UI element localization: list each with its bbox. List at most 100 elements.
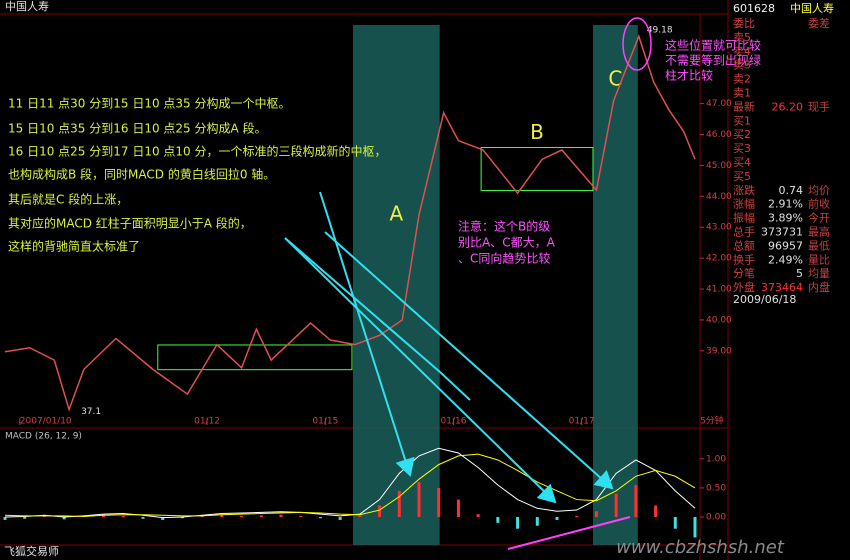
macd-bar (180, 517, 184, 519)
row-value: 2.49% (768, 253, 803, 266)
y-tick-label: 47.00 (706, 99, 732, 109)
low-price-label: 37.1 (81, 407, 101, 417)
arrow (319, 191, 415, 477)
row-label: 委比 (733, 17, 755, 30)
y-tick-label: 42.00 (706, 254, 732, 264)
arrows (284, 191, 614, 504)
row-value: 5 (796, 267, 803, 280)
macd-bar (673, 517, 677, 529)
y-tick-label: 40.00 (706, 315, 732, 325)
row-label: 涨跌 (733, 183, 755, 197)
annotation: 这样的背驰简直太标准了 (8, 239, 140, 254)
row-value: 3.89% (768, 212, 803, 225)
annotation: 也构成构成B 段，同时MACD 的黄白线回拉0 轴。 (8, 167, 275, 182)
row-value: 0.74 (779, 184, 804, 197)
macd-bar (358, 515, 362, 518)
plot: A C B 39.00 40.00 41.00 42.00 43.00 44.00 45.00 46… (3, 1, 834, 538)
macd-bar (62, 517, 66, 520)
macd-bar (259, 515, 263, 518)
row-label: 买4 (733, 156, 751, 169)
macd-bar (614, 493, 618, 518)
stock-name: 中国人寿 (790, 1, 834, 15)
price-line (4, 34, 696, 412)
macd-bar (693, 517, 697, 538)
row-label: 卖4 (733, 45, 751, 58)
macd-bar (575, 515, 579, 518)
macd-bar (299, 515, 303, 518)
arrow (284, 237, 441, 373)
segment-label: A (389, 202, 403, 226)
row-label: 前收 (808, 197, 830, 211)
macd-line (4, 447, 696, 519)
note: 这些位置就可比较 (665, 38, 761, 53)
row-label: 卖3 (733, 59, 751, 72)
macd-bar (516, 517, 520, 529)
row-label: 卖1 (733, 87, 751, 100)
row-value: 373731 (761, 226, 803, 239)
y-tick-label: 0.50 (706, 483, 726, 493)
row-label: 均量 (808, 267, 830, 280)
row-value: 26.20 (772, 100, 804, 113)
stock-code: 601628 (733, 2, 775, 15)
trend-segment (352, 25, 440, 545)
y-tick-label: 41.00 (706, 285, 732, 295)
macd-title: MACD (26, 12, 9) (5, 432, 82, 442)
x-tick-label: 2007/01/10 (20, 417, 72, 427)
macd-bar (220, 514, 224, 518)
macd-bar (535, 517, 539, 526)
row-label: 最高 (808, 225, 830, 239)
macd-bar (437, 487, 441, 518)
date: 2009/06/18 (733, 293, 796, 306)
macd-bar (476, 514, 480, 518)
high-price-label: 49.18 (647, 26, 673, 36)
watermark: www.cbzhshsh.net (616, 537, 785, 558)
stock-title: 中国人寿 (5, 0, 49, 13)
highlight-oval (622, 17, 652, 71)
row-label: 分笔 (733, 266, 755, 280)
row-label: 涨幅 (733, 198, 755, 211)
period-label: 5分钟 (700, 415, 724, 427)
macd-bar (121, 515, 125, 518)
y-tick-label: 44.00 (706, 192, 732, 202)
macd-bar (3, 517, 7, 520)
software-name: 飞狐交易师 (4, 544, 59, 558)
row-label: 卖5 (733, 31, 751, 44)
macd-bar (279, 514, 283, 518)
macd-bar (555, 517, 559, 520)
row-value: 96957 (768, 239, 803, 252)
note: 别比A、C都大，A (458, 236, 556, 250)
x-tick-label: 01/16 (441, 417, 467, 427)
segment-label: C (608, 67, 622, 91)
row-label: 买2 (733, 128, 751, 141)
x-tick-label: 01/12 (194, 417, 220, 427)
annotation: 其对应的MACD 红柱子面积明显小于A 段的， (8, 216, 252, 231)
row-label: 现手 (808, 99, 830, 113)
macd-bar (417, 482, 421, 518)
y-tick-label: 46.00 (706, 130, 732, 140)
macd-bar (456, 499, 460, 518)
y-tick-label: 43.00 (706, 223, 732, 233)
note: 不需要等到出现绿 (665, 53, 761, 68)
row-label: 内盘 (808, 280, 830, 294)
row-value: 2.91% (768, 198, 803, 211)
row-value: 373464 (761, 281, 803, 294)
note: 、C同向趋势比较 (458, 251, 550, 266)
macd-bar (23, 517, 27, 519)
row-label: 均价 (808, 184, 830, 197)
macd-bar (654, 505, 658, 518)
annotation: 15 日10 点35 分到16 日10 点25 分构成A 段。 (8, 121, 267, 136)
macd-bar (161, 517, 165, 520)
row-label: 最新 (733, 99, 755, 113)
macd-bar (397, 490, 401, 518)
row-label: 买5 (733, 170, 751, 183)
macd-bar (378, 505, 382, 518)
macd-bar (240, 515, 244, 518)
pivot-zone (480, 146, 594, 191)
x-tick-label: 01/17 (569, 417, 595, 427)
row-label: 最低 (808, 239, 830, 252)
note: 柱才比较 (665, 68, 713, 83)
row-label: 总额 (733, 238, 755, 252)
row-label: 卖2 (733, 73, 751, 86)
annotation: 其后就是C 段的上涨， (8, 192, 128, 207)
